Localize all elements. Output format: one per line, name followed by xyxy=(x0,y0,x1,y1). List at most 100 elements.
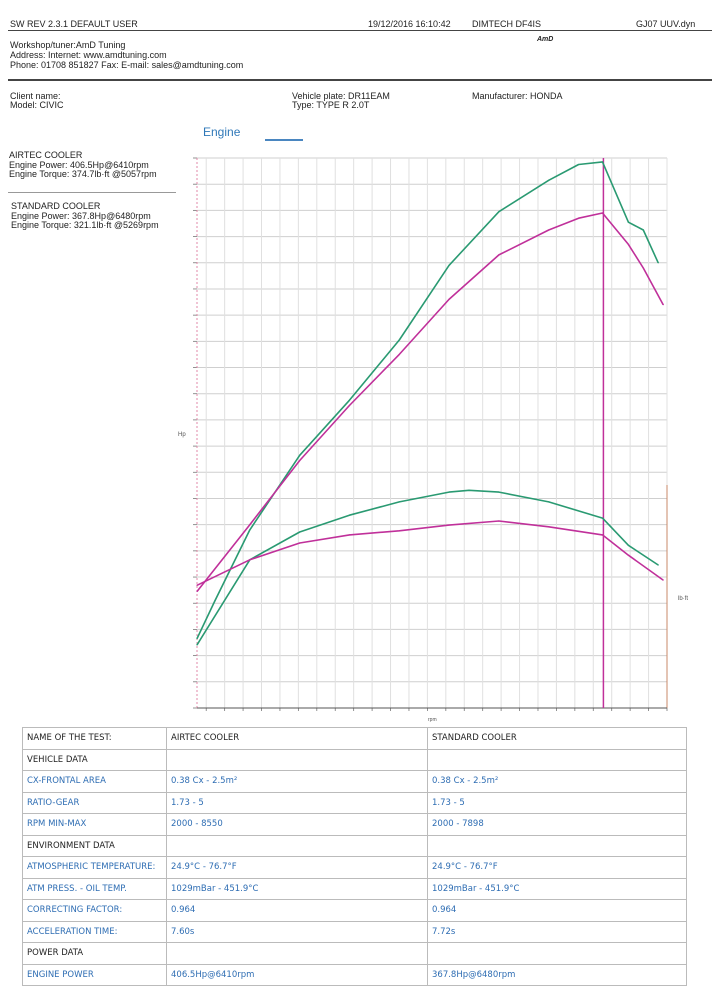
standard-value xyxy=(427,942,687,965)
standard-value: 367.8Hp@6480rpm xyxy=(427,963,687,986)
table-row: CORRECTING FACTOR: 0.964 0.964 xyxy=(22,899,687,922)
airtec-value: 0.38 Cx - 2.5m² xyxy=(166,770,428,793)
data-point xyxy=(398,339,400,341)
legend-airtec-power: Engine Power: 406.5Hp@6410rpm xyxy=(9,159,149,170)
tab-engine[interactable]: Engine xyxy=(203,125,241,139)
airtec-value xyxy=(166,834,428,857)
row-label: POWER DATA xyxy=(22,942,167,965)
legend-airtec: AIRTEC COOLER Engine Power: 406.5Hp@6410… xyxy=(9,150,157,180)
data-point xyxy=(398,353,400,356)
airtec-value xyxy=(166,942,428,965)
chart-grid xyxy=(193,157,668,711)
legend-standard-power: Engine Power: 367.8Hp@6480rpm xyxy=(11,210,151,221)
data-point xyxy=(548,179,550,181)
data-point xyxy=(662,304,664,306)
amd-logo: AmD xyxy=(537,36,554,43)
workshop-address: Address: Internet: www.amdtuning.com xyxy=(10,50,167,60)
data-point xyxy=(642,229,644,231)
chart-curves xyxy=(196,158,664,708)
y2-axis-label: lb·ft xyxy=(678,596,688,602)
table-row: CX-FRONTAL AREA 0.38 Cx - 2.5m² 0.38 Cx - … xyxy=(22,770,687,793)
data-point xyxy=(498,254,500,256)
workshop-contact: Phone: 01708 851827 Fax: E-mail: sales@a… xyxy=(10,60,244,70)
standard-value: 1029mBar - 451.9°C xyxy=(427,877,687,900)
legend-standard-torque: Engine Torque: 321.1lb·ft @5269rpm xyxy=(11,220,159,230)
table-row: RATIO-GEAR 1.73 - 5 1.73 - 5 xyxy=(22,791,687,814)
data-point xyxy=(299,542,301,544)
row-label: ACCELERATION TIME: xyxy=(22,920,167,943)
standard-value xyxy=(427,748,687,771)
legend-airtec-torque: Engine Torque: 374.7lb·ft @5057rpm xyxy=(9,169,157,179)
standard-value xyxy=(427,834,687,857)
section-divider xyxy=(8,79,712,81)
data-point xyxy=(548,501,550,503)
standard-value: 7.72s xyxy=(427,920,687,943)
airtec-value: 2000 - 8550 xyxy=(166,813,428,836)
data-point xyxy=(601,161,604,163)
data-point xyxy=(398,530,400,532)
y-axis-label: Hp xyxy=(178,432,186,438)
data-point xyxy=(548,526,550,528)
x-axis-label: rpm xyxy=(428,717,437,723)
data-point xyxy=(348,399,351,401)
data-point xyxy=(548,229,550,231)
table-row: ATMOSPHERIC TEMPERATURE: 24.9°C - 76.7°F 2… xyxy=(22,856,687,879)
manufacturer: Manufacturer: HONDA xyxy=(472,91,563,101)
data-point xyxy=(196,644,198,646)
data-point xyxy=(299,454,301,456)
data-point xyxy=(348,404,351,407)
table-row: ENGINE POWER 406.5Hp@6410rpm 367.8Hp@6480r… xyxy=(22,963,687,986)
data-point xyxy=(601,212,604,214)
data-point xyxy=(601,534,604,536)
legend-divider xyxy=(8,192,176,193)
data-point xyxy=(448,298,450,301)
airtec-value: 1.73 - 5 xyxy=(166,791,428,814)
airtec-value: 1029mBar - 451.9°C xyxy=(166,877,428,900)
tab-engine-indicator xyxy=(265,139,303,141)
data-point xyxy=(299,531,301,533)
table-header-cell: AIRTEC COOLER xyxy=(166,727,428,750)
workshop-name: Workshop/tuner:AmD Tuning xyxy=(10,40,126,50)
data-point xyxy=(398,501,400,503)
data-point xyxy=(642,267,644,269)
client-name: Client name: xyxy=(10,91,61,101)
test-data-table: NAME OF THE TEST: AIRTEC COOLER STANDARD C… xyxy=(22,727,687,986)
vehicle-type: Type: TYPE R 2.0T xyxy=(292,100,370,110)
vehicle-model: Model: CIVIC xyxy=(10,100,64,110)
standard-value: 2000 - 7898 xyxy=(427,813,687,836)
table-section-row: ENVIRONMENT DATA xyxy=(22,834,687,857)
table-section-row: POWER DATA xyxy=(22,942,687,965)
data-point xyxy=(249,524,251,526)
data-point xyxy=(627,544,629,546)
data-point xyxy=(627,221,629,223)
legend-standard: STANDARD COOLER Engine Power: 367.8Hp@64… xyxy=(11,201,159,231)
airtec-value: 406.5Hp@6410rpm xyxy=(166,963,428,986)
data-point xyxy=(578,217,580,219)
data-point xyxy=(196,584,198,586)
data-point xyxy=(657,564,659,566)
legend-airtec-name: AIRTEC COOLER xyxy=(9,150,83,160)
table-header-cell: NAME OF THE TEST: xyxy=(22,727,167,750)
data-point xyxy=(448,264,450,266)
row-label: ENGINE POWER xyxy=(22,963,167,986)
data-point xyxy=(578,163,580,166)
airtec-value: 24.9°C - 76.7°F xyxy=(166,856,428,879)
data-point xyxy=(196,590,198,593)
airtec-cooler-torque-curve xyxy=(196,489,659,646)
data-point xyxy=(249,559,251,561)
data-point xyxy=(662,579,664,581)
row-label: RPM MIN-MAX xyxy=(22,813,167,836)
row-label: CORRECTING FACTOR: xyxy=(22,899,167,922)
dyno-model: DIMTECH DF4IS xyxy=(472,19,542,29)
standard-value: 24.9°C - 76.7°F xyxy=(427,856,687,879)
data-point xyxy=(498,491,500,493)
data-point xyxy=(498,520,500,522)
row-label: CX-FRONTAL AREA xyxy=(22,770,167,793)
data-point xyxy=(348,534,351,536)
table-header-cell: STANDARD COOLER xyxy=(427,727,687,750)
data-point xyxy=(627,554,629,556)
data-point xyxy=(468,489,470,491)
vehicle-plate: Vehicle plate: DR11EAM xyxy=(292,91,390,101)
standard-value: 0.964 xyxy=(427,899,687,922)
table-row: RPM MIN-MAX 2000 - 8550 2000 - 7898 xyxy=(22,813,687,836)
